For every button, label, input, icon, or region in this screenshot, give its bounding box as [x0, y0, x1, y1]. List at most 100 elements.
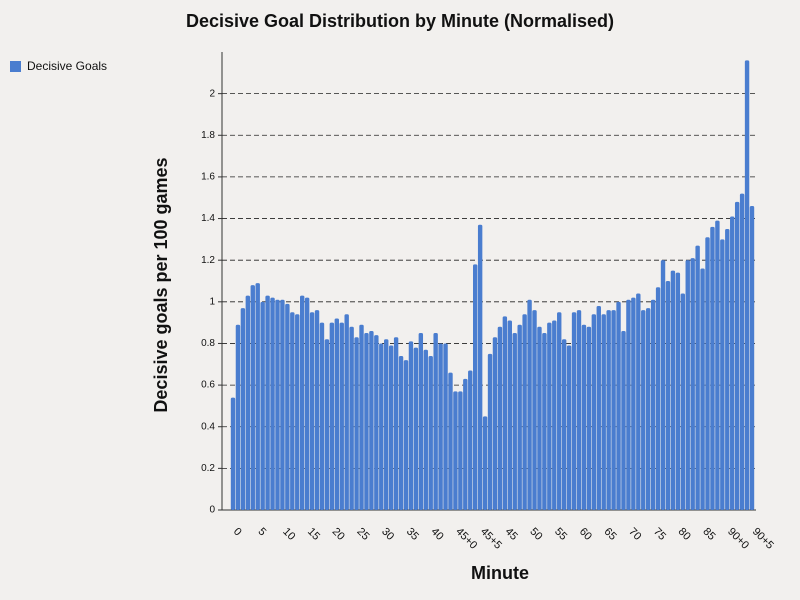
bar: [275, 299, 280, 510]
bar: [725, 228, 730, 511]
bar: [443, 343, 448, 510]
legend-swatch: [10, 61, 21, 72]
bar: [665, 281, 671, 510]
bar: [695, 245, 700, 511]
bar: [641, 310, 646, 510]
bar: [522, 314, 527, 510]
bar: [700, 268, 705, 510]
bar: [552, 320, 557, 510]
bar: [690, 258, 695, 510]
bar: [616, 301, 621, 510]
bar: [730, 216, 735, 511]
y-tick-label: 0: [209, 505, 215, 516]
bar: [576, 310, 582, 510]
bar: [280, 299, 285, 510]
bar: [611, 310, 616, 510]
bar: [749, 206, 755, 510]
y-tick-label: 1.6: [201, 172, 215, 183]
bar: [715, 220, 720, 511]
bar: [720, 239, 725, 510]
bar: [591, 314, 597, 510]
y-tick-label: 1.4: [201, 213, 215, 224]
bar: [581, 324, 587, 510]
bar: [601, 314, 606, 510]
bar: [295, 314, 300, 510]
bar: [670, 270, 676, 510]
bar: [359, 324, 364, 510]
bar: [270, 297, 275, 510]
bar: [329, 322, 335, 510]
y-tick-label: 1.8: [201, 130, 215, 141]
bar: [388, 345, 394, 510]
bar: [344, 314, 349, 510]
bar: [636, 293, 641, 510]
bar: [739, 193, 745, 510]
bar: [473, 264, 478, 510]
bar: [235, 324, 241, 510]
bar: [240, 308, 246, 510]
bar: [650, 299, 656, 510]
bar: [458, 391, 463, 510]
bar: [497, 326, 503, 510]
bar: [487, 353, 493, 510]
bar: [621, 330, 626, 510]
y-axis-label: Decisive goals per 100 games: [151, 157, 171, 412]
bar: [571, 312, 577, 510]
y-tick-label: 0.8: [201, 338, 215, 349]
x-axis-label: Minute: [471, 563, 529, 583]
bar: [685, 260, 690, 510]
bar: [260, 301, 265, 510]
bar: [304, 297, 310, 510]
bar: [369, 330, 374, 510]
bar: [734, 201, 740, 510]
bar: [532, 310, 537, 510]
bar: [482, 416, 488, 510]
y-tick-label: 2: [209, 88, 215, 99]
bar: [626, 299, 631, 510]
y-tick-label: 0.2: [201, 463, 215, 474]
bar: [675, 272, 681, 510]
bar: [433, 333, 438, 510]
bar: [527, 299, 532, 510]
y-tick-label: 1.2: [201, 255, 215, 266]
bar: [606, 310, 611, 510]
bar: [374, 335, 379, 510]
bar: [502, 316, 508, 510]
bar: [418, 333, 424, 510]
chart-title: Decisive Goal Distribution by Minute (No…: [186, 11, 614, 31]
bar: [428, 355, 433, 510]
bar: [537, 326, 542, 510]
bar: [314, 310, 320, 510]
bar: [463, 378, 468, 510]
legend-label: Decisive Goals: [27, 59, 107, 73]
bar: [596, 305, 601, 510]
bar: [492, 337, 498, 510]
bar: [364, 333, 369, 510]
bar: [512, 333, 517, 510]
bar: [354, 337, 359, 510]
y-tick-label: 0.6: [201, 380, 215, 391]
bar: [566, 345, 572, 510]
bar: [744, 60, 750, 511]
bar: [384, 339, 389, 510]
bar: [468, 370, 473, 510]
bar: [438, 343, 443, 510]
bar: [290, 312, 295, 510]
bar: [561, 339, 567, 510]
bar: [542, 333, 547, 510]
bar: [334, 318, 339, 510]
bar: [319, 322, 325, 510]
bar: [423, 349, 428, 510]
bar: [230, 397, 236, 510]
bar: [309, 312, 315, 510]
bar: [646, 308, 651, 510]
bar: [547, 322, 552, 510]
bar: [660, 260, 666, 510]
bar: [250, 285, 255, 510]
bar: [557, 312, 562, 510]
bar: [265, 295, 270, 510]
bar: [655, 287, 661, 510]
bar: [413, 347, 419, 510]
y-tick-label: 1: [209, 296, 215, 307]
bar: [379, 343, 384, 510]
